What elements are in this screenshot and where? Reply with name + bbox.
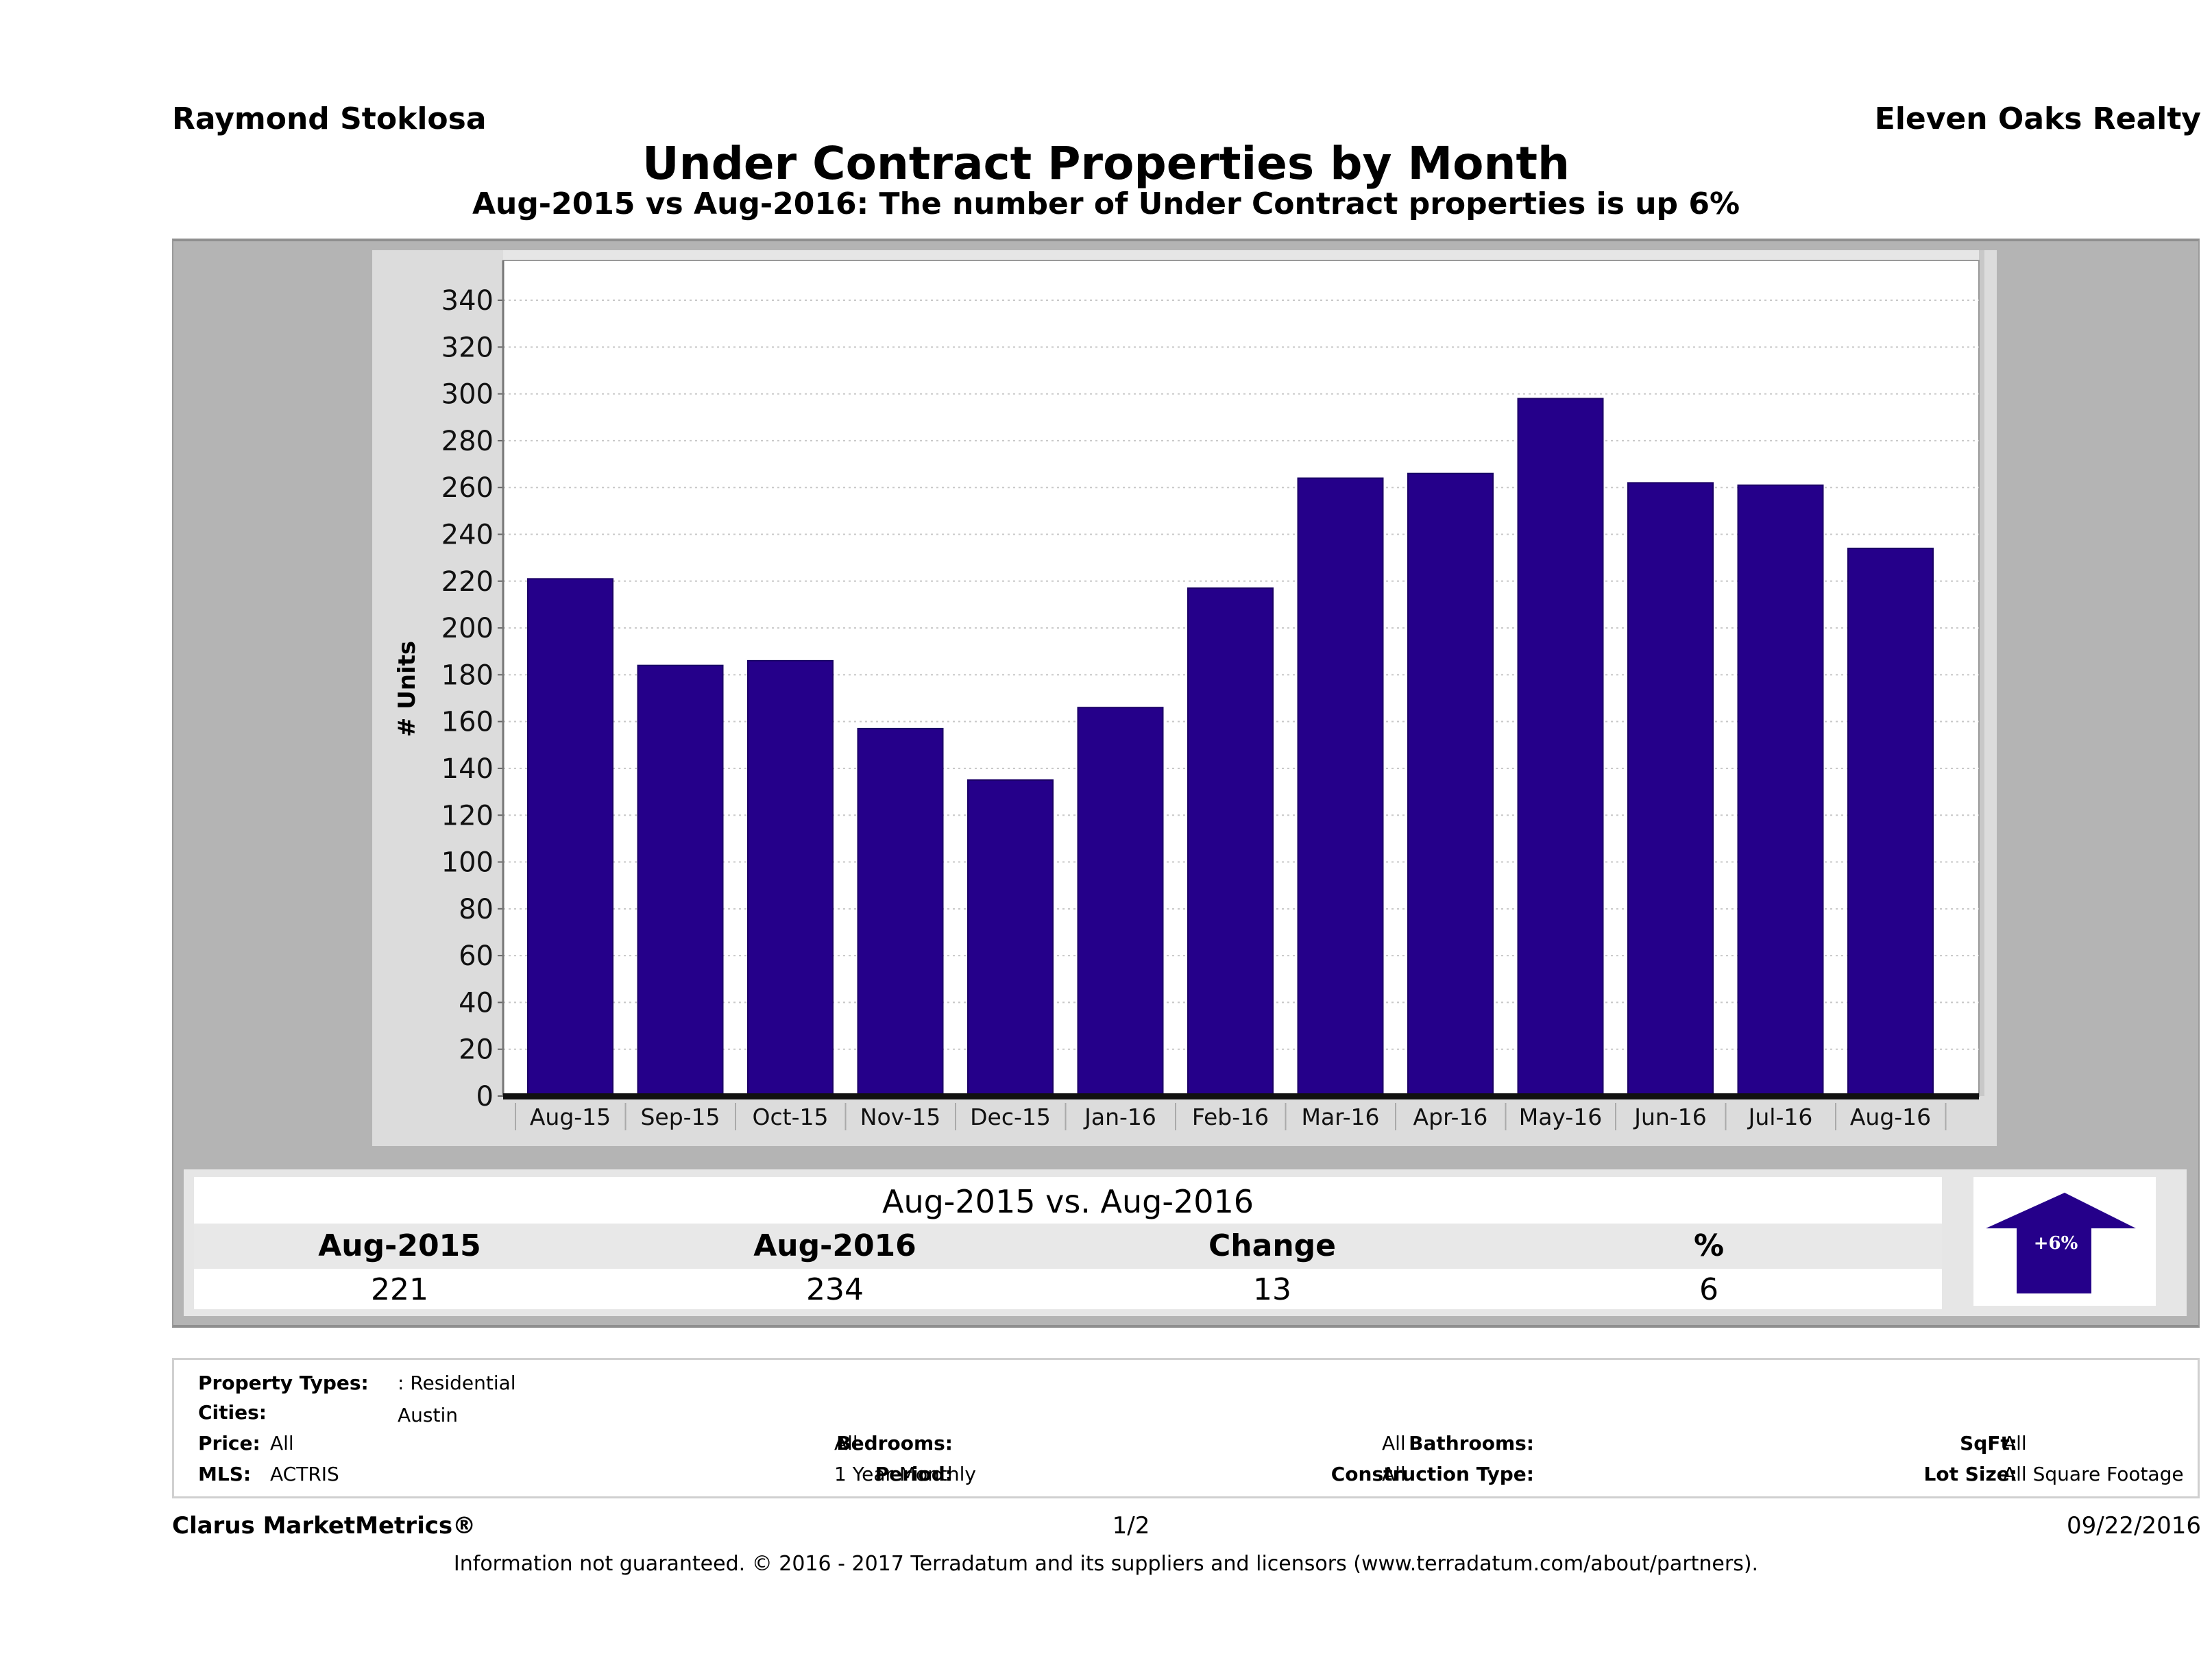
x-tick-label: Aug-16 [1850, 1104, 1931, 1130]
plot-area: 0 20 40 60 80 100 120 140 160 180 200 220 240 260 280 3… [441, 250, 1984, 1130]
bar-mar-16 [1297, 477, 1384, 1097]
cities-value: Austin [398, 1404, 458, 1426]
bar-aug-15 [527, 578, 613, 1097]
plot-right-shade [1979, 250, 1984, 1096]
bathrooms-label: Bathrooms: [1409, 1432, 1534, 1455]
y-tick-label: 200 [441, 613, 494, 644]
bar-jun-16 [1627, 482, 1714, 1097]
bedrooms-label: Bedrooms: [836, 1432, 953, 1455]
x-tick-label: Oct-15 [753, 1104, 829, 1130]
y-tick-label: 120 [441, 800, 494, 831]
x-tick-label: Sep-15 [640, 1104, 720, 1130]
summary-value-percent: 6 [1699, 1272, 1718, 1307]
summary-value-aug-2015: 221 [371, 1272, 428, 1307]
period-label: Period: [875, 1463, 953, 1485]
bar-sep-15 [637, 664, 724, 1097]
lot-size-label: Lot Size: [1923, 1463, 2017, 1485]
y-tick-label: 260 [441, 472, 494, 504]
x-tick-label: Mar-16 [1301, 1104, 1379, 1130]
x-tick-label: Apr-16 [1413, 1104, 1488, 1130]
y-tick-label: 100 [441, 847, 494, 879]
footer-brand: Clarus MarketMetrics® [172, 1512, 476, 1540]
y-tick-label: 220 [441, 566, 494, 598]
report-date: 09/22/2016 [2067, 1512, 2201, 1540]
agent-name: Raymond Stoklosa [172, 101, 487, 136]
sqft-label: SqFt: [1960, 1432, 2017, 1455]
x-tick-label: Jan-16 [1083, 1104, 1156, 1130]
page-subtitle: Aug-2015 vs Aug-2016: The number of Unde… [472, 186, 1740, 221]
bar-chart: 0 20 40 60 80 100 120 140 160 180 200 220 240 260 280 3… [393, 250, 1984, 1130]
y-tick-label: 20 [459, 1034, 494, 1066]
period-value: 1 Year Monthly [834, 1463, 977, 1485]
y-tick-label: 280 [441, 426, 494, 457]
y-axis-label: # Units [393, 641, 421, 737]
x-tick-label: Dec-15 [970, 1104, 1051, 1130]
bathrooms-value: All [1382, 1432, 1406, 1455]
price-value: All [270, 1432, 294, 1455]
x-tick-label: Feb-16 [1192, 1104, 1269, 1130]
cities-label: Cities: [198, 1401, 267, 1424]
summary-title: Aug-2015 vs. Aug-2016 [194, 1177, 1942, 1224]
bar-jul-16 [1737, 484, 1824, 1097]
x-tick-label: Nov-15 [860, 1104, 940, 1130]
bedrooms-value: All [834, 1432, 858, 1455]
summary-header-change: Change [1208, 1228, 1336, 1263]
summary-header-percent: % [1693, 1228, 1725, 1263]
company-name: Eleven Oaks Realty [1874, 101, 2201, 136]
mls-value: ACTRIS [270, 1463, 339, 1485]
bar-dec-15 [967, 779, 1054, 1097]
page-title: Under Contract Properties by Month [642, 137, 1570, 190]
filter-info-box: Property Types: : Residential Cities: Au… [172, 1358, 2200, 1498]
y-tick-label: 60 [459, 940, 494, 972]
bar-oct-15 [747, 659, 834, 1097]
y-tick-label: 0 [476, 1081, 494, 1112]
y-tick-label: 80 [459, 894, 494, 925]
summary-value-change: 13 [1253, 1272, 1291, 1307]
x-axis-line [503, 1093, 1979, 1099]
y-tick-label: 140 [441, 753, 494, 785]
x-tick-label: Jul-16 [1747, 1104, 1813, 1130]
y-tick-label: 240 [441, 520, 494, 551]
y-tick-label: 320 [441, 332, 494, 363]
bar-feb-16 [1187, 587, 1274, 1097]
bar-aug-16 [1847, 547, 1934, 1097]
summary-value-aug-2016: 234 [806, 1272, 864, 1307]
x-tick-label: Aug-15 [530, 1104, 611, 1130]
property-types-value: : Residential [398, 1372, 516, 1394]
lot-size-value: All Square Footage [2003, 1463, 2184, 1485]
y-tick-label: 300 [441, 379, 494, 411]
bar-nov-15 [857, 727, 944, 1097]
bar-apr-16 [1407, 472, 1494, 1097]
summary-header-aug-2016: Aug-2016 [753, 1228, 916, 1263]
y-tick-label: 160 [441, 707, 494, 738]
disclaimer: Information not guaranteed. © 2016 - 201… [453, 1552, 1759, 1576]
summary-header-row: Aug-2015 Aug-2016 Change % [194, 1224, 1942, 1269]
bar-may-16 [1517, 398, 1604, 1097]
property-types-label: Property Types: [198, 1372, 369, 1394]
x-tick-label: May-16 [1519, 1104, 1603, 1130]
y-tick-label: 340 [441, 285, 494, 317]
y-tick-label: 40 [459, 987, 494, 1019]
summary-table: Aug-2015 vs. Aug-2016 Aug-2015 Aug-2016 … [194, 1177, 1942, 1309]
summary-value-row: 221 234 13 6 [194, 1269, 1942, 1309]
price-label: Price: [198, 1432, 260, 1455]
construction-type-label: Construction Type: [1330, 1463, 1534, 1485]
bar-jan-16 [1077, 707, 1164, 1097]
sqft-value: All [2003, 1432, 2027, 1455]
construction-type-value: All [1382, 1463, 1406, 1485]
summary-header-aug-2015: Aug-2015 [318, 1228, 481, 1263]
arrow-label: +6% [2034, 1233, 2078, 1254]
x-tick-label: Jun-16 [1633, 1104, 1706, 1130]
mls-label: MLS: [198, 1463, 252, 1485]
y-tick-label: 180 [441, 659, 494, 691]
page-number: 1/2 [1112, 1512, 1150, 1540]
plot-top-shade [503, 250, 1984, 260]
change-indicator: +6% [1973, 1177, 2156, 1306]
arrow-up-icon [1986, 1193, 2136, 1293]
